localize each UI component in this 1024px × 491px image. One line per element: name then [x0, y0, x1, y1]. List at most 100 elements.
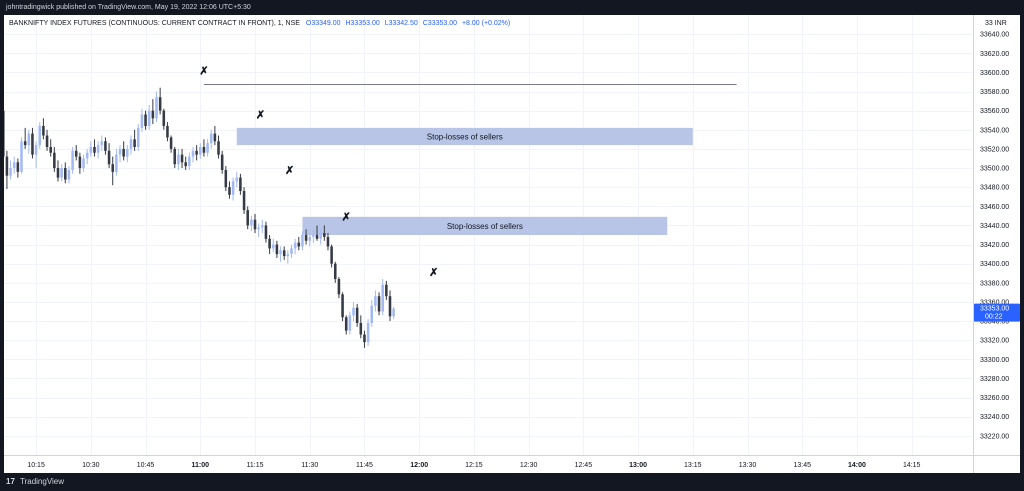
candle-body: [323, 233, 326, 237]
time-tick-label: 13:15: [684, 462, 702, 469]
ohlc-legend: BANKNIFTY INDEX FUTURES (CONTINUOUS: CUR…: [9, 20, 510, 27]
price-tick-label: 33320.00: [980, 338, 1009, 345]
candle-body: [308, 236, 312, 241]
candle-body: [78, 156, 82, 169]
candle-body: [129, 139, 133, 149]
time-tick-label: 11:30: [301, 462, 318, 469]
price-tick-label: 33240.00: [980, 414, 1009, 421]
candle-body: [12, 162, 16, 169]
candle-body: [115, 154, 118, 172]
candle-body: [344, 317, 348, 331]
grid: [4, 15, 973, 455]
candle-body: [213, 133, 217, 142]
candle-body: [89, 147, 93, 153]
candle-body: [363, 334, 366, 343]
candle-body: [359, 323, 363, 335]
candle-body: [217, 141, 220, 155]
zones: Stop-losses of sellers Stop-losses of sel…: [236, 127, 693, 235]
time-tick-label: 14:15: [903, 462, 921, 469]
candle-body: [34, 145, 38, 155]
candle-body: [166, 125, 169, 138]
candle-body: [122, 148, 125, 157]
candle-body: [381, 284, 384, 312]
candle-body: [27, 133, 31, 146]
time-tick-label: 12:00: [410, 462, 428, 469]
price-tick-label: 33380.00: [980, 280, 1009, 287]
candle-body: [341, 294, 344, 318]
candle-body: [290, 248, 293, 255]
price-tick-label: 33260.00: [980, 395, 1009, 402]
candle-body: [348, 315, 352, 331]
last-price-tag-bg: [974, 303, 1020, 322]
candle-body: [304, 235, 308, 241]
candle-body: [370, 305, 374, 323]
price-tick-label: 33360.00: [980, 299, 1009, 306]
candle-body: [246, 210, 249, 226]
candle-body: [257, 227, 260, 230]
candle-body: [206, 143, 209, 153]
stop-loss-zone-label: Stop-losses of sellers: [427, 132, 503, 141]
price-tick-label: 33540.00: [980, 127, 1009, 134]
candle-body: [180, 154, 184, 163]
price-tick-label: 33480.00: [980, 185, 1009, 192]
candle-body: [235, 177, 239, 182]
ohlc-open: O33349.00: [306, 20, 341, 27]
candle-body: [282, 250, 286, 257]
candle-body: [293, 242, 297, 249]
candle-body: [9, 168, 12, 176]
ohlc-high: H33353.00: [345, 20, 379, 27]
price-tick-label: 33640.00: [980, 32, 1009, 39]
price-tick-label: 33580.00: [980, 89, 1009, 96]
candle-body: [286, 254, 290, 257]
time-tick-label: 14:00: [848, 462, 866, 469]
time-tick-label: 10:15: [27, 462, 45, 469]
price-tick-label: 33500.00: [980, 166, 1009, 173]
candle-body: [31, 133, 34, 155]
candle-body: [297, 242, 301, 247]
candle-body: [312, 235, 315, 237]
time-tick-label: 13:30: [739, 462, 757, 469]
time-tick-label: 12:45: [575, 462, 593, 469]
time-tick-label: 11:15: [247, 462, 264, 469]
candle-body: [220, 154, 224, 170]
candle-body: [191, 150, 195, 157]
chart-frame[interactable]: Stop-losses of sellers Stop-losses of sel…: [4, 15, 1020, 473]
candle-body: [20, 141, 23, 172]
candle-body: [366, 323, 370, 343]
price-tick-label: 33600.00: [980, 70, 1009, 77]
candle-body: [104, 141, 107, 151]
price-axis[interactable]: 33640.00 33620.00 33600.00 33580.00 33560.00…: [980, 32, 1009, 441]
last-price-timer: 00:22: [985, 314, 1003, 321]
candle-body: [85, 152, 89, 159]
candle-body: [279, 250, 282, 255]
candle-body: [231, 181, 235, 195]
price-tick-label: 33220.00: [980, 433, 1009, 440]
candle-body: [315, 235, 319, 239]
candle-body: [49, 147, 52, 153]
candle-body: [195, 150, 198, 155]
candle-body: [93, 147, 96, 153]
candle-body: [377, 296, 381, 312]
candlestick-chart[interactable]: Stop-losses of sellers Stop-losses of sel…: [4, 15, 1020, 473]
time-tick-label: 10:45: [137, 462, 155, 469]
time-axis[interactable]: 10:15 10:30 10:45 11:00 11:15 11:30 11:45 12:00…: [27, 462, 920, 469]
candle-body: [250, 219, 253, 226]
stop-loss-zone: [302, 216, 668, 235]
candle-body: [184, 162, 187, 167]
candle-body: [228, 187, 231, 195]
candle-body: [144, 114, 147, 126]
candle-body: [202, 147, 206, 153]
candles: [4, 87, 395, 348]
candle-body: [253, 219, 257, 230]
price-tick-label: 33520.00: [980, 146, 1009, 153]
candle-body: [4, 110, 5, 157]
candle-body: [158, 97, 162, 111]
candle-body: [111, 164, 114, 172]
candle-body: [23, 141, 27, 146]
candle-body: [374, 296, 377, 306]
ohlc-close: C33353.00: [423, 20, 457, 27]
candle-body: [271, 244, 275, 249]
x-marker: ✗: [285, 165, 294, 177]
candle-body: [199, 147, 202, 155]
candle-body: [155, 97, 158, 119]
